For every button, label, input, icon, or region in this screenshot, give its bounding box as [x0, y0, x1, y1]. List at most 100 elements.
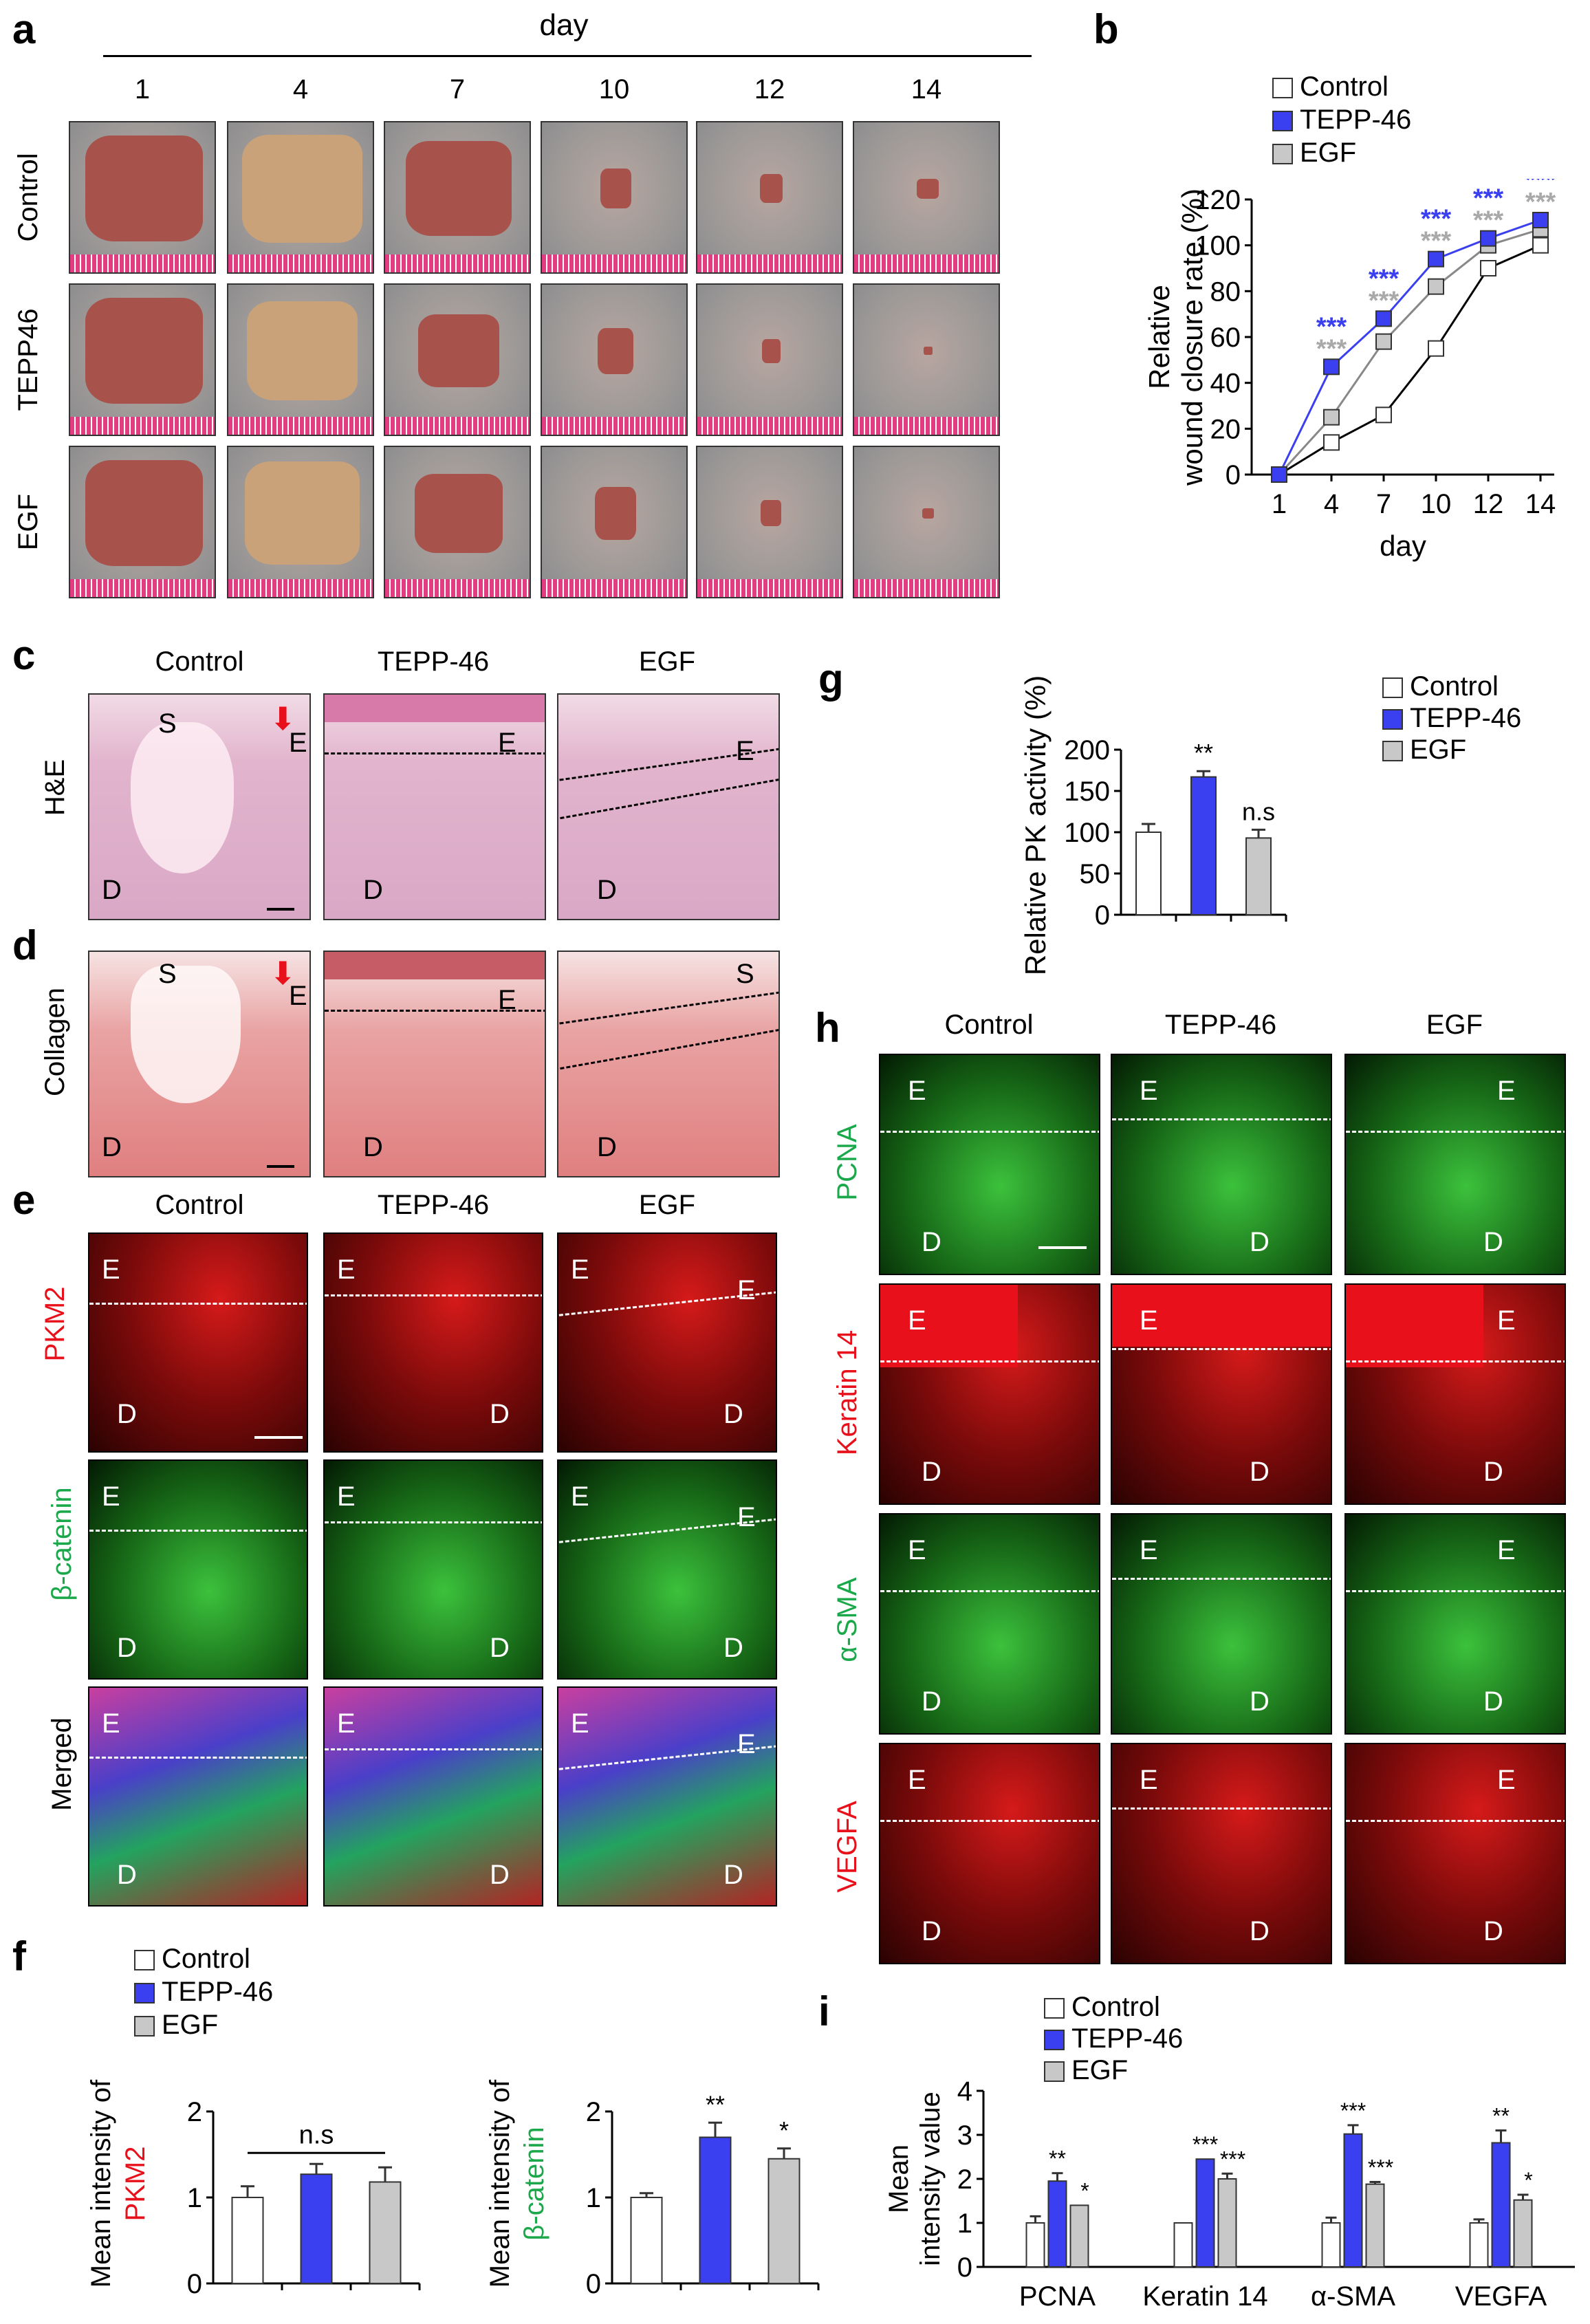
boundary-line	[1112, 1348, 1331, 1350]
y-tick-label: 0	[586, 2269, 601, 2299]
legend-swatch	[1044, 2061, 1065, 2083]
wound-photo	[541, 446, 688, 598]
y-tick-label: 0	[187, 2269, 202, 2299]
wound-photo	[227, 283, 374, 436]
epidermis-label: E	[737, 1729, 756, 1759]
y-tick-label: 120	[1195, 185, 1241, 215]
legend-f-tepp: TEPP-46	[134, 1977, 273, 2008]
legend-label: TEPP-46	[162, 1977, 274, 2007]
significance-label: *	[1080, 2178, 1089, 2203]
y-tick-label: 100	[1195, 231, 1241, 261]
y-axis-title-line2: wound closure rate (%)	[1176, 188, 1208, 486]
significance-label: ***	[1421, 227, 1452, 256]
epidermis-label: E	[337, 1481, 356, 1512]
scab-region	[131, 722, 234, 873]
data-point	[1323, 434, 1340, 451]
boundary-line	[1346, 1590, 1565, 1592]
epidermis-label: E	[737, 1275, 756, 1305]
bar-tepp-46	[1343, 2133, 1363, 2268]
ruler-scale	[70, 579, 215, 597]
ruler-scale	[70, 417, 215, 435]
x-tick-label: 1	[1272, 489, 1287, 519]
fluorescence-image: E D E	[557, 1232, 777, 1453]
legend-i-egf: EGF	[1044, 2055, 1128, 2086]
dermis-label: D	[490, 1633, 510, 1663]
significance-label: n.s	[1242, 797, 1275, 825]
bar-control	[231, 2197, 264, 2284]
dermis-label: D	[490, 1399, 510, 1429]
boundary-line	[89, 1530, 307, 1532]
wound-photo	[541, 121, 688, 274]
row-label-pcna: PCNA	[832, 1124, 862, 1201]
legend-label: Control	[162, 1944, 250, 1974]
wound-photo	[384, 121, 531, 274]
he-image-egf: E D	[557, 693, 780, 920]
ruler-scale	[697, 417, 842, 435]
ruler-scale	[385, 417, 530, 435]
wound-area	[85, 298, 203, 404]
epidermis-label: E	[337, 1708, 356, 1739]
bar-egf	[767, 2158, 801, 2284]
bar-tepp-46	[1047, 2180, 1067, 2268]
wound-area	[85, 460, 203, 566]
legend-label: TEPP-46	[1300, 105, 1412, 135]
ruler-scale	[385, 254, 530, 272]
wound-area	[418, 314, 499, 387]
epidermis-label: E	[1140, 1765, 1158, 1795]
epidermis-label: E	[289, 981, 307, 1011]
ruler-scale	[854, 254, 999, 272]
bar-tepp-46	[1190, 776, 1217, 915]
boundary-line	[880, 1360, 1099, 1362]
dermis-label: D	[102, 875, 122, 905]
dermis-label: D	[117, 1633, 137, 1663]
wound-photo	[541, 283, 688, 436]
dermis-label: D	[597, 875, 617, 905]
ruler-scale	[228, 417, 373, 435]
series-line-control	[1278, 244, 1541, 476]
legend-g-control: Control	[1382, 671, 1499, 702]
series-line-tepp-46	[1278, 219, 1541, 475]
wound-photo	[696, 121, 843, 274]
scab-label: S	[158, 959, 177, 989]
boundary-line	[325, 1521, 542, 1523]
boundary-line	[325, 752, 545, 754]
y-tick-label: 2	[957, 2164, 972, 2195]
epidermis-band	[325, 695, 545, 722]
data-point	[1428, 250, 1444, 268]
y-tick-label: 150	[1064, 777, 1110, 807]
x-tick-label: Keratin 14	[1142, 2281, 1267, 2312]
data-point	[1375, 406, 1392, 424]
bar-tepp-46	[699, 2136, 732, 2284]
significance-label: ***	[1473, 206, 1504, 235]
boundary-line	[89, 1757, 307, 1759]
series-line-egf	[1278, 228, 1541, 476]
legend-b-egf: EGF	[1272, 138, 1356, 169]
dermis-label: D	[117, 1399, 137, 1429]
collagen-image-control: S E D ⬇	[88, 951, 311, 1177]
ruler-scale	[542, 254, 686, 272]
bar-egf	[1365, 2183, 1385, 2268]
legend-label: EGF	[1071, 2055, 1129, 2085]
epidermis-label: E	[908, 1535, 926, 1565]
col-header-egf-h: EGF	[1426, 1010, 1483, 1040]
y-tick-label: 100	[1064, 818, 1110, 848]
significance-label: ***	[1525, 179, 1556, 195]
fluorescence-image: E D E	[557, 1459, 777, 1680]
epidermis-label: E	[736, 736, 754, 766]
y-tick-label: 2	[187, 2097, 202, 2127]
legend-swatch	[134, 2016, 155, 2037]
boundary-line	[1346, 1360, 1565, 1362]
wound-photo	[69, 446, 216, 598]
x-tick-label: 10	[1421, 489, 1452, 519]
legend-swatch	[1272, 78, 1293, 99]
legend-label: EGF	[162, 2010, 219, 2040]
x-tick-label: 4	[1324, 489, 1339, 519]
significance-label: **	[1049, 2147, 1066, 2171]
boundary-line	[560, 1028, 778, 1070]
collagen-image-tepp: E D	[323, 951, 546, 1177]
